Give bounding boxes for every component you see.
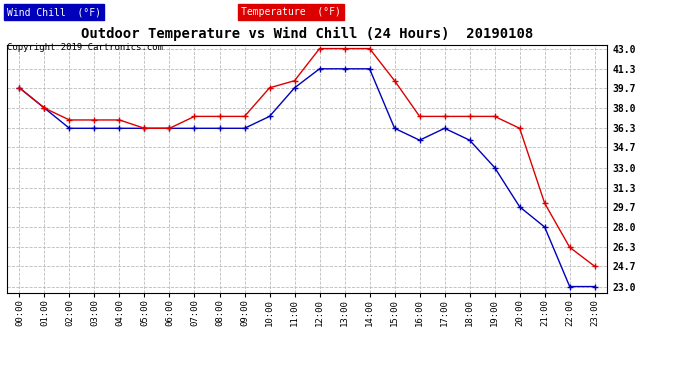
Text: Copyright 2019 Cartronics.com: Copyright 2019 Cartronics.com xyxy=(7,43,163,52)
Text: Temperature  (°F): Temperature (°F) xyxy=(241,7,341,17)
Text: Wind Chill  (°F): Wind Chill (°F) xyxy=(7,7,101,17)
Title: Outdoor Temperature vs Wind Chill (24 Hours)  20190108: Outdoor Temperature vs Wind Chill (24 Ho… xyxy=(81,27,533,41)
